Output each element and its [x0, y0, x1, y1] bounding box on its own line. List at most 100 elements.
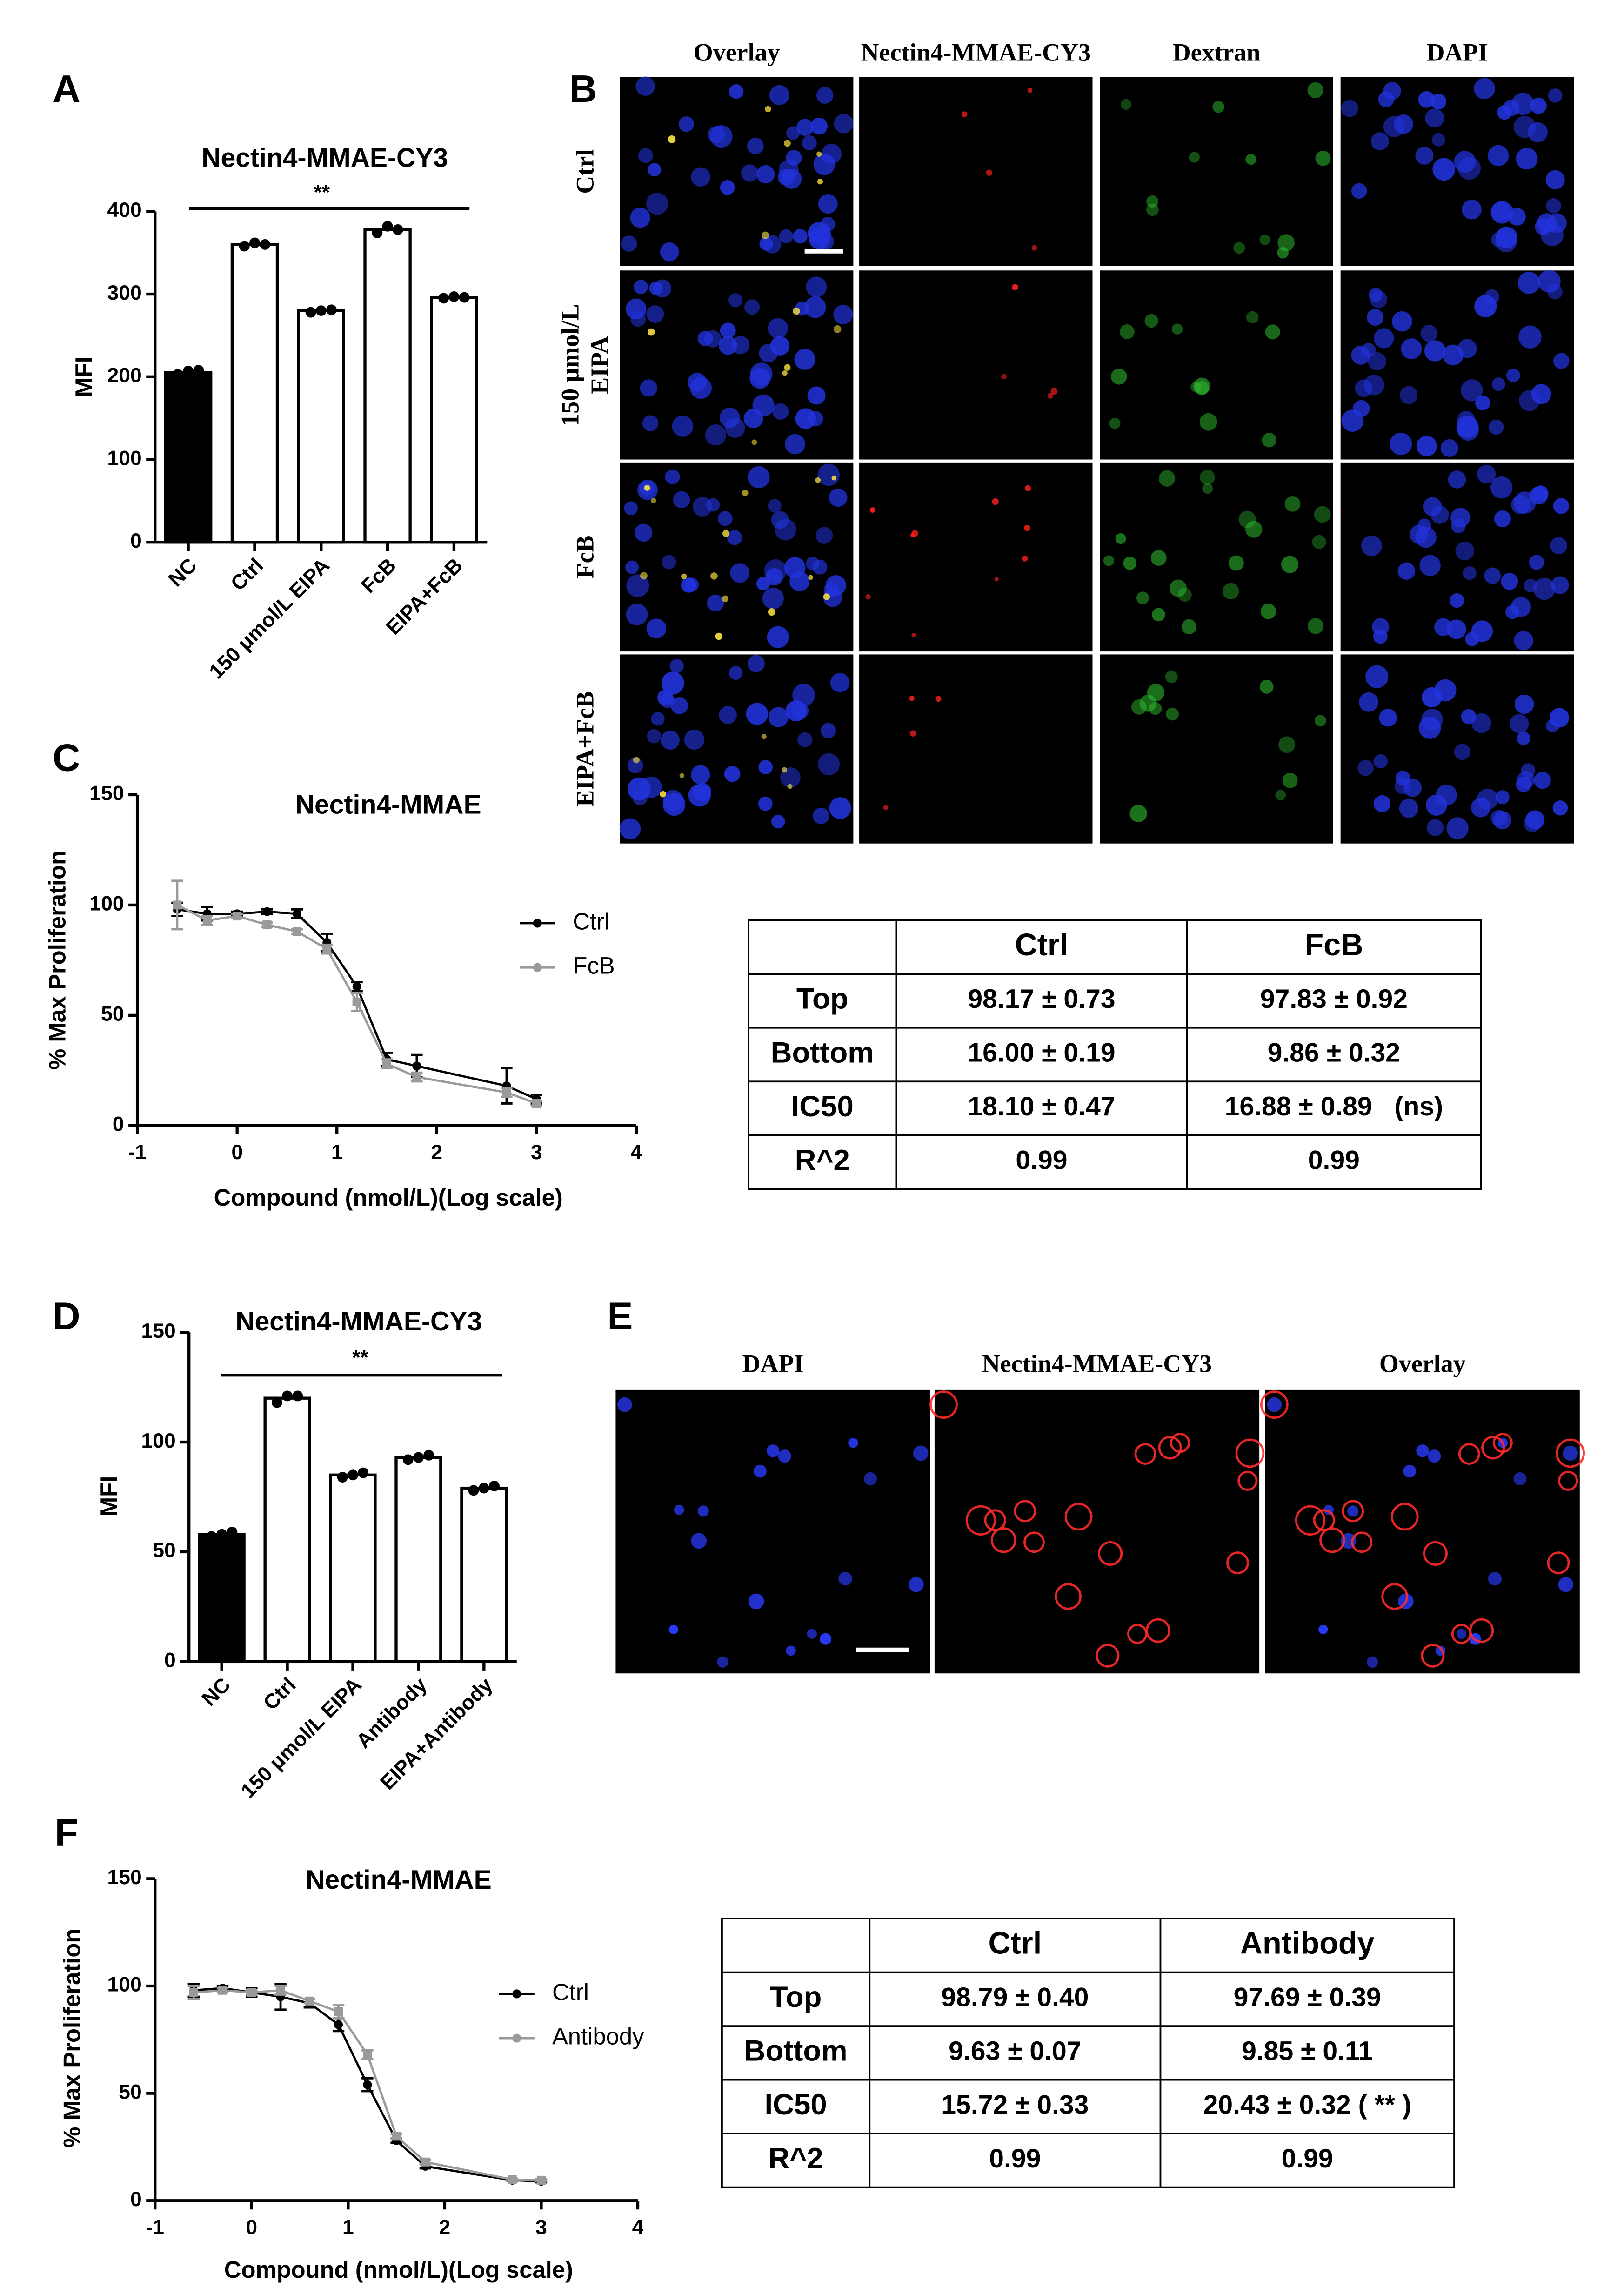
cell	[1401, 338, 1422, 359]
replicate-dot	[315, 305, 327, 316]
cell	[1262, 433, 1276, 448]
replicate-dot	[358, 1467, 369, 1478]
cell	[1397, 562, 1416, 580]
cell	[1416, 1444, 1429, 1457]
cell	[1550, 537, 1567, 555]
cell	[722, 595, 729, 603]
cell	[617, 1397, 632, 1412]
x-tick-label: 0	[246, 2216, 257, 2239]
cell	[710, 572, 718, 580]
cell	[829, 797, 851, 819]
cell	[869, 507, 875, 513]
cell	[1513, 1472, 1527, 1486]
table-cell: 20.43 ± 0.32 ( ** )	[1203, 2090, 1411, 2120]
cell	[1047, 393, 1054, 399]
significance-label: **	[352, 1346, 368, 1369]
cell	[640, 572, 648, 580]
cell	[758, 760, 773, 774]
cell	[715, 632, 723, 640]
cell	[635, 76, 655, 96]
cell	[782, 767, 787, 773]
point	[233, 912, 242, 921]
cell	[1524, 579, 1537, 593]
cell	[818, 194, 838, 214]
cell	[1307, 82, 1323, 99]
cell	[786, 1645, 796, 1656]
cell	[913, 1445, 929, 1461]
cell	[630, 208, 650, 228]
bar	[363, 228, 412, 544]
cell	[647, 729, 661, 744]
bar	[263, 1396, 311, 1664]
cell	[834, 114, 854, 134]
cell	[1189, 152, 1200, 163]
cell	[1222, 583, 1239, 600]
cell	[1120, 99, 1132, 110]
cell	[1259, 234, 1270, 245]
cell	[1200, 470, 1215, 485]
cell	[646, 305, 664, 323]
replicate-dot	[206, 1531, 217, 1542]
cell	[833, 304, 853, 325]
cell	[1027, 87, 1033, 93]
cell	[1199, 413, 1217, 431]
cell	[1001, 374, 1007, 380]
cell	[634, 523, 653, 542]
column-label: DAPI	[742, 1350, 803, 1378]
replicate-dot	[292, 1390, 303, 1402]
cell	[1495, 790, 1510, 805]
cell	[782, 370, 788, 376]
cell	[793, 307, 800, 315]
table-header: Ctrl	[1015, 928, 1069, 962]
cell	[1409, 525, 1429, 544]
cell	[640, 776, 662, 798]
cell	[784, 557, 806, 578]
row-label: Ctrl	[571, 149, 599, 194]
bar	[164, 371, 213, 544]
x-tick-label: 0	[231, 1141, 243, 1164]
cell	[1111, 368, 1127, 385]
cell	[648, 163, 662, 177]
legend-label: Ctrl	[573, 908, 609, 934]
cell	[779, 229, 793, 243]
replicate-dot	[183, 365, 194, 376]
cell	[1379, 709, 1397, 727]
cell	[1423, 1541, 1448, 1566]
cell	[1497, 105, 1512, 120]
point	[247, 1988, 256, 1997]
table-cell: 9.63 ± 0.07	[949, 2036, 1081, 2066]
cell	[810, 117, 828, 135]
legend-label: Ctrl	[552, 1979, 589, 2005]
cell	[728, 666, 743, 680]
cell	[1134, 1443, 1156, 1465]
cell	[1383, 82, 1401, 100]
cell	[1506, 368, 1520, 382]
cell	[1420, 324, 1438, 342]
cell	[1012, 284, 1018, 290]
cell	[640, 379, 657, 397]
cell	[807, 1629, 817, 1639]
table-header: Antibody	[1240, 1926, 1375, 1960]
cell	[741, 164, 759, 182]
replicate-dot	[468, 1485, 479, 1496]
cell	[1513, 115, 1536, 138]
cell	[1347, 1505, 1359, 1517]
y-tick-label: 400	[107, 199, 142, 221]
cell	[717, 1656, 728, 1668]
cell	[804, 296, 826, 318]
table-cell: 97.83 ± 0.92	[1260, 984, 1408, 1014]
cell	[1431, 133, 1445, 147]
replicate-dot	[239, 241, 250, 252]
cell	[1366, 309, 1384, 326]
cell	[630, 311, 646, 327]
cell	[775, 518, 796, 541]
x-tick-label: -1	[146, 2216, 164, 2239]
replicate-dot	[448, 291, 460, 302]
cell	[673, 491, 690, 509]
cell	[1355, 379, 1373, 397]
cell	[632, 790, 648, 805]
cell	[786, 150, 802, 166]
replicate-dot	[282, 1390, 293, 1402]
point	[502, 1088, 511, 1097]
replicate-dot	[305, 307, 316, 318]
